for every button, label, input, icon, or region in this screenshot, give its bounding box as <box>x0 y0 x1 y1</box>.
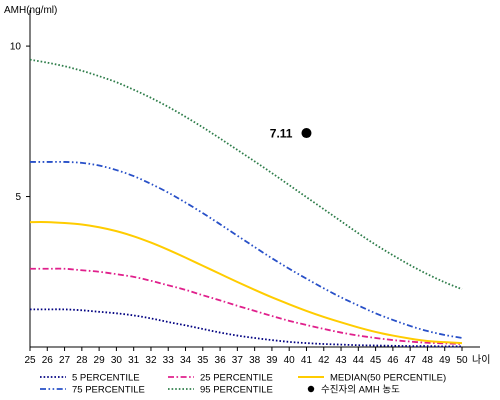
x-tick-label: 45 <box>370 355 382 366</box>
x-tick-label: 43 <box>335 355 347 366</box>
legend-marker-label: 수진자의 AMH 농도 <box>321 385 400 396</box>
x-tick-label: 35 <box>197 355 209 366</box>
x-tick-label: 50 <box>456 355 468 366</box>
x-axis-label: 나이 <box>472 354 490 366</box>
patient-marker: 7.11 <box>270 127 312 141</box>
series-line-1 <box>29 308 463 348</box>
x-tick-label: 31 <box>128 355 140 366</box>
series-line-4 <box>29 160 463 339</box>
x-tick-label: 40 <box>284 355 296 366</box>
series-line-2 <box>30 267 463 345</box>
patient-marker-point <box>301 128 312 139</box>
x-tick-label: 26 <box>42 355 54 366</box>
y-tick-label: 5 <box>15 192 21 203</box>
y-axis-label: AMH(ng/ml) <box>4 5 57 16</box>
x-tick-label: 30 <box>111 355 123 366</box>
series-line-5 <box>29 58 463 291</box>
x-tick-label: 25 <box>24 355 36 366</box>
legend-marker-swatch <box>307 385 315 393</box>
legend-label-3: MEDIAN(50 PERCENTILE) <box>330 373 446 384</box>
series-line-3 <box>29 221 463 345</box>
x-tick-label: 39 <box>266 355 278 366</box>
legend-label-2: 25 PERCENTILE <box>200 373 273 384</box>
x-tick-label: 37 <box>232 355 244 366</box>
patient-marker-value: 7.11 <box>270 127 293 141</box>
x-tick-label: 48 <box>422 355 434 366</box>
legend-label-5: 95 PERCENTILE <box>200 385 273 396</box>
x-tick-label: 33 <box>163 355 175 366</box>
x-tick-label: 42 <box>318 355 330 366</box>
x-tick-label: 38 <box>249 355 261 366</box>
x-tick-label: 32 <box>145 355 157 366</box>
x-tick-label: 28 <box>76 355 88 366</box>
x-tick-label: 27 <box>59 355 71 366</box>
x-tick-label: 49 <box>439 355 451 366</box>
x-tick-label: 41 <box>301 355 313 366</box>
x-tick-label: 47 <box>405 355 417 366</box>
x-tick-label: 36 <box>215 355 227 366</box>
legend-label-1: 5 PERCENTILE <box>72 373 140 384</box>
axes: AMH(ng/ml) 나이 5 10 25 26 27 28 29 30 31 32 33 34 35 36 3… <box>4 5 490 366</box>
x-tick-label: 29 <box>94 355 106 366</box>
x-tick-label: 44 <box>353 355 365 366</box>
y-tick-label: 10 <box>10 42 22 53</box>
series-lines <box>29 58 463 348</box>
x-tick-label: 46 <box>387 355 399 366</box>
x-tick-label: 34 <box>180 355 192 366</box>
legend-label-4: 75 PERCENTILE <box>72 385 145 396</box>
legend: 5 PERCENTILE 25 PERCENTILE MEDIAN(50 PERCE… <box>40 373 446 396</box>
